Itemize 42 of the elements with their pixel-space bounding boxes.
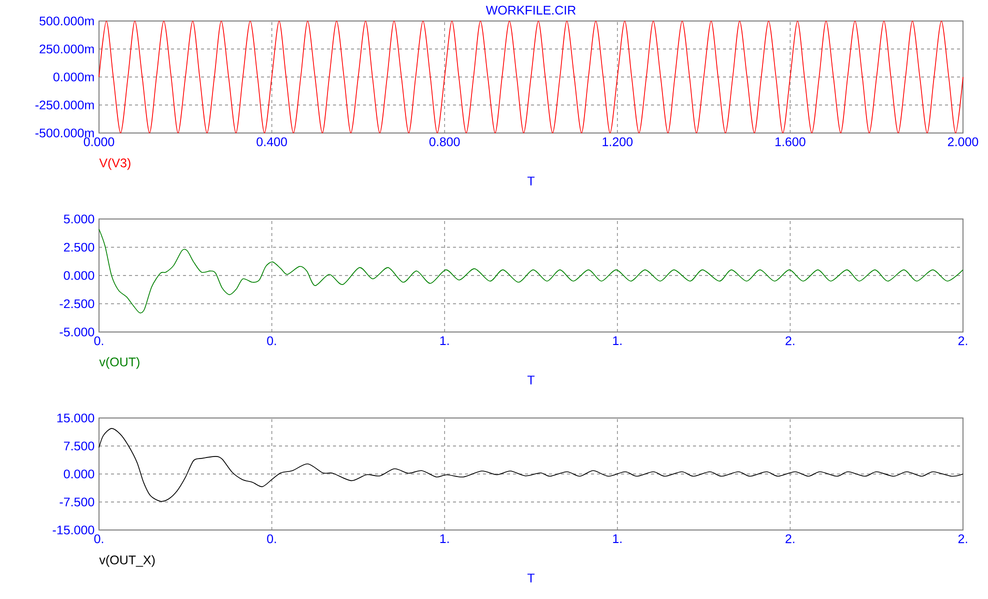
y-tick-label: -500.000m bbox=[35, 128, 94, 138]
y-tick-label: 15.000 bbox=[57, 414, 94, 422]
x-tick-label: 2. bbox=[958, 336, 968, 346]
x-tick-label: 1. bbox=[440, 534, 449, 543]
x-tick-label: 1.200 bbox=[602, 137, 633, 146]
x-tick-label: 0.400 bbox=[256, 137, 287, 146]
text: V(V3) bbox=[99, 158, 130, 170]
y-tick-label: -250.000m bbox=[35, 100, 94, 110]
x-tick-label: 2. bbox=[786, 336, 794, 346]
y-tick-label: 0.000 bbox=[64, 271, 94, 280]
x-tick-label: 1.600 bbox=[776, 137, 806, 146]
y-tick-label: -2.500 bbox=[60, 299, 94, 308]
text: v(OUT) bbox=[99, 357, 140, 369]
y-tick-label: 250.000m bbox=[40, 44, 94, 54]
y-tick-label: 2.500 bbox=[64, 242, 94, 252]
x-axis-title: T bbox=[527, 176, 535, 186]
y-tick-label: 0.000 bbox=[64, 470, 94, 478]
y-tick-label: -7.500 bbox=[60, 498, 94, 506]
x-tick-label: 0.800 bbox=[429, 137, 460, 146]
x-tick-label: 2. bbox=[958, 534, 968, 544]
y-tick-label: 500.000m bbox=[40, 16, 94, 26]
text: v(OUT_X) bbox=[99, 555, 155, 567]
y-tick-label: -15.000 bbox=[52, 526, 94, 534]
x-tick-label: 1. bbox=[613, 534, 622, 543]
x-tick-label: 1. bbox=[440, 336, 449, 345]
x-tick-label: 0. bbox=[94, 336, 104, 346]
y-tick-label: -5.000 bbox=[60, 328, 94, 336]
x-axis-title: T bbox=[527, 376, 535, 384]
x-tick-label: 0. bbox=[267, 534, 276, 544]
x-tick-label: 2. bbox=[786, 534, 794, 544]
y-tick-label: 5.000 bbox=[64, 214, 94, 224]
x-tick-label: 2.000 bbox=[948, 137, 978, 146]
chart-title: WORKFILE.CIR bbox=[486, 6, 576, 15]
line-series bbox=[98, 428, 964, 502]
x-tick-label: 0. bbox=[94, 534, 104, 544]
x-tick-label: 0.000 bbox=[84, 137, 114, 146]
line-series bbox=[98, 228, 964, 314]
x-tick-label: 1. bbox=[613, 336, 622, 345]
y-tick-label: 0.000m bbox=[53, 72, 94, 82]
y-tick-label: 7.500 bbox=[64, 442, 94, 450]
x-axis-title: T bbox=[527, 574, 535, 582]
x-tick-label: 0. bbox=[267, 336, 276, 346]
